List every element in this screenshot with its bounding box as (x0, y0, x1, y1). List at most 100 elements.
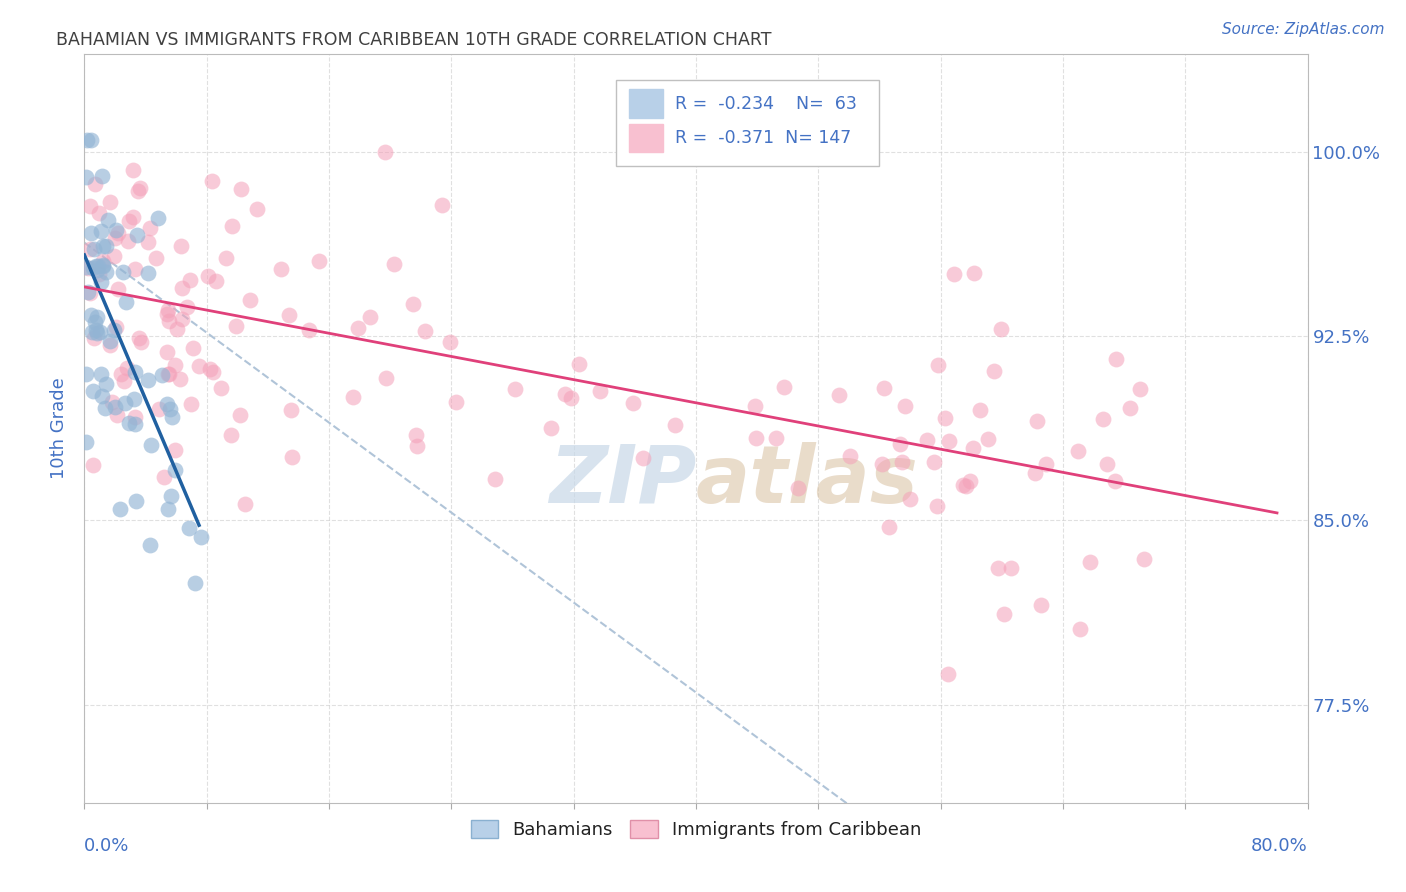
Point (80, 326, 103, 340)
Point (181, 341, 204, 355)
Point (990, 322, 1012, 336)
Point (101, 395, 124, 409)
Point (124, 365, 146, 379)
Point (103, 323, 125, 337)
Point (828, 388, 851, 402)
Point (773, 379, 796, 393)
Point (124, 392, 146, 407)
Point (439, 334, 461, 349)
Point (156, 397, 179, 411)
Point (104, 230, 127, 244)
Text: 80.0%: 80.0% (1251, 837, 1308, 855)
Point (936, 666, 959, 681)
Point (117, 234, 139, 248)
Point (169, 372, 191, 386)
Point (202, 365, 225, 379)
Point (83, 331, 105, 345)
Point (560, 391, 582, 405)
Point (280, 403, 302, 417)
Point (91, 239, 114, 253)
Point (977, 432, 1000, 446)
Point (75, 367, 97, 381)
Point (1095, 457, 1118, 471)
Point (98, 334, 121, 349)
Point (75, 260, 97, 274)
Point (270, 261, 292, 276)
Point (156, 307, 179, 321)
Point (927, 358, 949, 372)
Point (94, 238, 117, 252)
Point (124, 417, 146, 431)
Point (633, 451, 655, 466)
Point (93, 258, 115, 272)
Point (554, 387, 576, 401)
Point (125, 494, 148, 508)
Point (80, 308, 103, 322)
Point (160, 489, 183, 503)
Point (76, 132, 98, 146)
Point (406, 439, 429, 453)
Point (969, 402, 991, 417)
Point (938, 434, 960, 448)
Point (125, 228, 148, 243)
Point (163, 463, 186, 477)
Point (413, 324, 436, 338)
Point (229, 408, 252, 422)
Point (298, 323, 321, 337)
Point (765, 431, 787, 445)
Point (214, 251, 236, 265)
Point (838, 449, 860, 463)
FancyBboxPatch shape (628, 124, 664, 153)
Point (153, 470, 176, 484)
Point (1078, 555, 1101, 569)
Point (198, 362, 221, 376)
Point (959, 474, 981, 488)
Point (962, 442, 984, 456)
Point (1092, 412, 1115, 426)
Point (889, 436, 911, 450)
Point (90, 390, 112, 404)
Text: BAHAMIAN VS IMMIGRANTS FROM CARIBBEAN 10TH GRADE CORRELATION CHART: BAHAMIAN VS IMMIGRANTS FROM CARIBBEAN 10… (56, 31, 772, 49)
Point (103, 248, 125, 262)
Point (402, 297, 425, 311)
Point (146, 211, 169, 225)
Point (79, 285, 101, 300)
FancyBboxPatch shape (616, 79, 880, 166)
Point (172, 280, 194, 294)
Point (83, 315, 105, 329)
Point (165, 359, 187, 373)
Point (484, 472, 506, 486)
Point (79, 199, 101, 213)
Point (375, 371, 398, 385)
Point (503, 382, 526, 396)
Point (104, 223, 127, 237)
Point (917, 434, 939, 448)
Point (86, 259, 108, 273)
Point (97, 213, 120, 227)
Point (870, 457, 893, 471)
Point (108, 502, 131, 516)
Point (540, 421, 562, 435)
Point (405, 427, 427, 442)
Point (280, 450, 302, 464)
Point (156, 345, 179, 359)
Point (104, 319, 127, 334)
Text: ZIP: ZIP (548, 442, 696, 520)
Point (893, 399, 915, 413)
Point (277, 308, 299, 322)
Point (983, 364, 1005, 378)
Point (138, 373, 160, 387)
Point (927, 499, 949, 513)
Point (934, 411, 956, 425)
Point (139, 220, 162, 235)
Text: atlas: atlas (696, 442, 918, 520)
Point (156, 502, 179, 516)
Text: R =  -0.234    N=  63: R = -0.234 N= 63 (675, 95, 858, 112)
Point (955, 479, 977, 493)
Point (190, 531, 212, 545)
Point (117, 360, 139, 375)
Point (86, 263, 108, 277)
Point (359, 310, 381, 325)
Point (157, 367, 180, 381)
Point (77, 285, 100, 300)
